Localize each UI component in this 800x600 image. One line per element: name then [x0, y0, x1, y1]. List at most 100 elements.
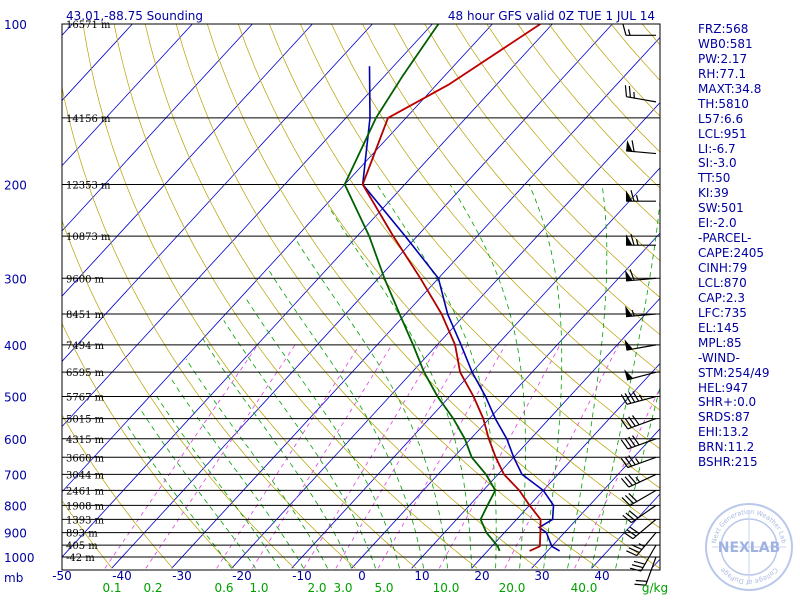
wind-barb-flag: [624, 456, 633, 467]
wind-barb: [626, 140, 657, 155]
sounding-index: TH:5810: [698, 96, 749, 111]
dry-adiabat-line: [269, 24, 660, 489]
moist-adiabat-line: [169, 376, 304, 569]
dry-adiabat-line: [237, 24, 660, 529]
wind-barb-flag: [631, 564, 644, 569]
wind-barb-flag: [620, 439, 629, 450]
moist-adiabat-line: [139, 407, 256, 569]
isotherm-line: [351, 232, 660, 569]
temperature-tick-label: -50: [52, 569, 72, 583]
height-level-label: 1393 m: [66, 515, 105, 526]
height-level-label: 3660 m: [66, 453, 105, 464]
wind-barb: [625, 234, 657, 246]
moist-adiabat-line: [528, 184, 563, 569]
height-level-label: 1908 m: [66, 501, 105, 512]
height-level-label: 893 m: [66, 529, 98, 540]
wind-barb: [625, 269, 657, 282]
wind-barb-flag: [628, 85, 631, 98]
sounding-index: SHR+:0.0: [698, 395, 757, 410]
height-level-label: 8451 m: [66, 310, 105, 321]
wind-barb-staff: [640, 544, 657, 572]
wind-barb-flag: [624, 494, 634, 504]
nexlab-logo: Next Generation Weather Lab College of D…: [705, 503, 793, 591]
wind-barb-flag: [632, 415, 640, 426]
sounding-index: EHI:13.2: [698, 425, 749, 440]
moist-adiabat-line: [185, 358, 328, 569]
wind-barb-flag: [629, 526, 640, 534]
wind-barb-pennant: [624, 369, 634, 380]
wind-barb-flag: [628, 492, 638, 502]
temperature-tick-label: 10: [414, 569, 429, 583]
sounding-index: -PARCEL-: [698, 231, 752, 246]
pressure-tick-label: 900: [4, 527, 27, 541]
isotherm-line: [111, 24, 613, 569]
wind-barb-flag: [620, 478, 630, 488]
wind-barb-flag: [624, 476, 633, 486]
wind-barb-flag: [625, 512, 636, 521]
sounding-index: MAXT:34.8: [698, 81, 762, 96]
wind-barb-flag: [628, 392, 636, 403]
wind-barb-half-flag: [627, 29, 631, 36]
mixing-ratio-label: 2.0: [307, 581, 326, 595]
height-level-label: 2461 m: [66, 486, 105, 497]
height-level-label: 5767 m: [66, 393, 105, 404]
mixing-ratio-label: 1.0: [249, 581, 268, 595]
temperature-tick-label: 30: [534, 569, 549, 583]
wind-barb: [622, 504, 657, 524]
isotherm-line: [62, 24, 193, 167]
isotherm-line: [471, 362, 660, 569]
mixing-ratio-line: [303, 344, 439, 569]
wind-barb-flag: [632, 391, 640, 402]
sounding-profiles: [343, 24, 561, 552]
moist-adiabat-line: [244, 296, 400, 569]
sounding-index: CINH:79: [698, 261, 748, 275]
wind-barb-flag: [631, 544, 643, 551]
moist-adiabat-line: [223, 320, 376, 569]
sounding-index: WB0:581: [698, 36, 753, 51]
sounding-indices-panel: FRZ:568 WB0:581 PW:2.17 RH:77.1 MAXT:34.8 TH:…: [698, 22, 798, 470]
wind-barb-pennant: [625, 305, 633, 317]
sounding-index: STM:254/49: [698, 365, 770, 380]
wind-barb-flag: [624, 437, 633, 448]
wind-barb-staff: [626, 96, 657, 103]
dry-adiabat-line: [331, 24, 660, 411]
sounding-index: TT:50: [698, 171, 731, 186]
wind-barb-half-flag: [635, 476, 641, 483]
dewpoint-line: [343, 24, 501, 552]
wind-barb-staff: [626, 313, 657, 318]
isotherm-line: [62, 24, 553, 558]
wind-barb-half-flag: [631, 309, 635, 317]
wind-barb-flag: [630, 190, 635, 202]
wind-barb: [620, 391, 657, 405]
wind-barb-pennant: [626, 140, 633, 152]
mixing-ratio-label: 10.0: [433, 581, 460, 595]
dry-adiabat-line: [175, 24, 600, 569]
wind-barb-half-flag: [635, 239, 639, 246]
dry-adiabat-line: [82, 24, 417, 569]
isotherm-line: [531, 428, 660, 569]
sounding-index: EI:-2.0: [698, 216, 737, 231]
sounding-index: MPL:85: [698, 335, 742, 350]
wind-barb-flag: [626, 550, 637, 557]
wind-barb-flag: [628, 436, 636, 447]
dry-adiabat-line: [62, 85, 356, 569]
wind-barb: [621, 489, 657, 506]
isotherm-line: [62, 24, 253, 232]
wind-barb: [625, 190, 657, 202]
dry-adiabat-line: [206, 24, 660, 569]
wind-barb-flag: [620, 419, 629, 430]
height-level-label: 7494 m: [66, 341, 105, 352]
wind-barb-flag: [626, 529, 637, 537]
moist-adiabat-line: [154, 393, 280, 569]
dry-adiabat-line: [362, 24, 660, 373]
mixing-ratio-line: [251, 344, 393, 569]
wind-barb-staff: [627, 456, 657, 469]
sounding-index: LI:-6.7: [698, 141, 736, 156]
mixing-ratio-unit: g/kg: [642, 581, 668, 595]
wind-barb: [622, 24, 657, 36]
height-level-label: -42 m: [66, 553, 95, 564]
pressure-tick-label: 300: [4, 272, 27, 286]
sounding-index: LCL:870: [698, 275, 747, 290]
sounding-index: EL:145: [698, 320, 740, 335]
